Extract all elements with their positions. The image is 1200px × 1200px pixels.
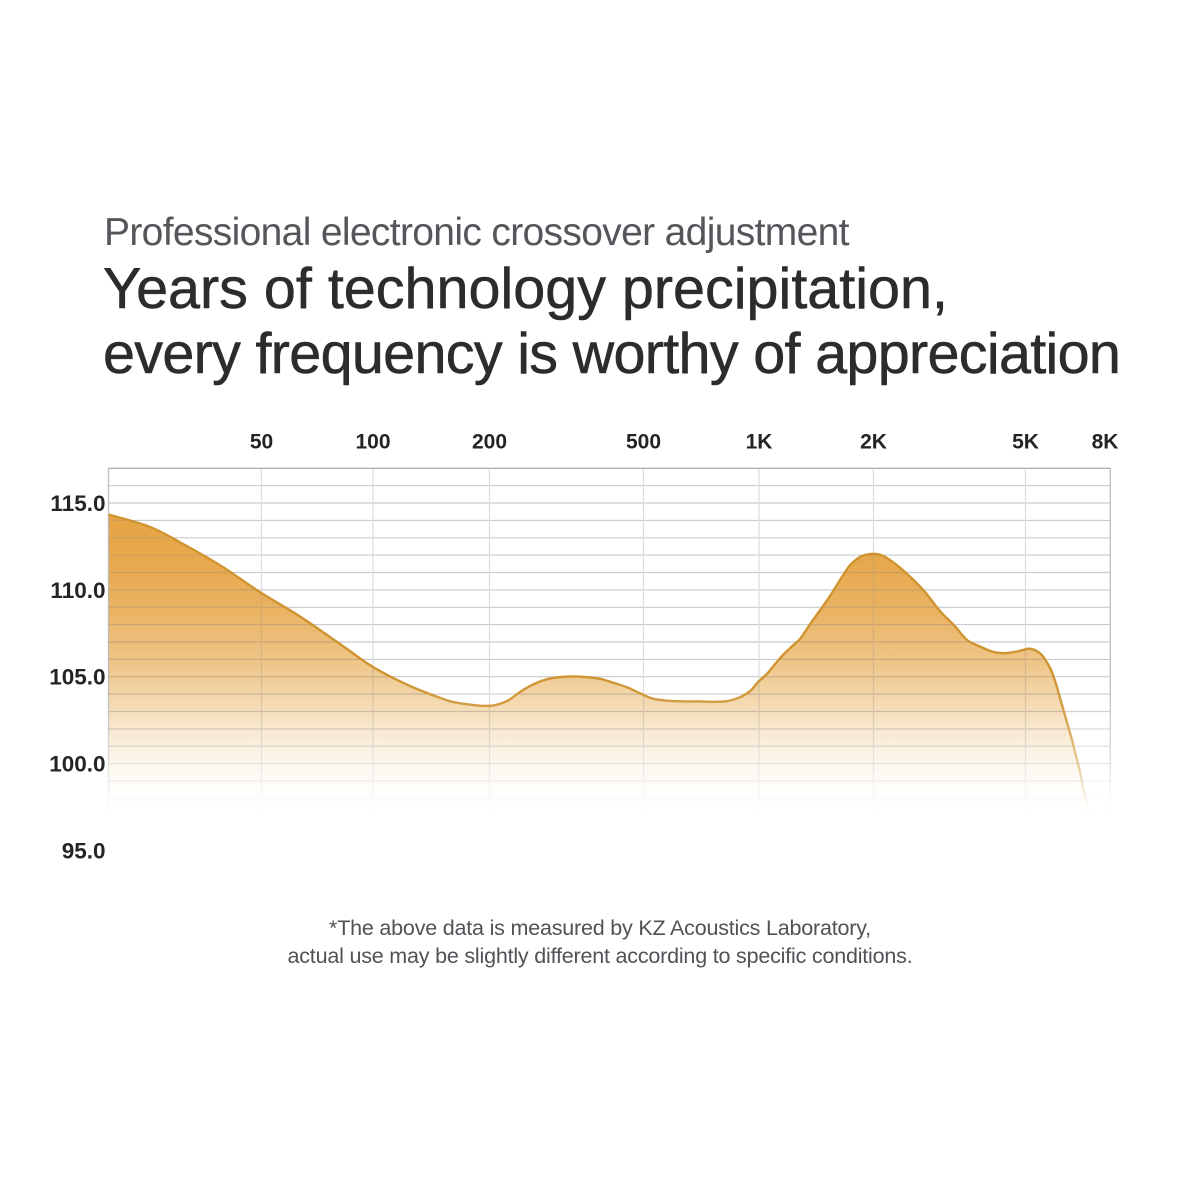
svg-text:2K: 2K xyxy=(860,430,887,453)
svg-text:500: 500 xyxy=(626,430,661,453)
svg-text:100: 100 xyxy=(355,430,390,453)
svg-text:50: 50 xyxy=(250,430,273,453)
svg-text:200: 200 xyxy=(472,430,507,453)
svg-text:105.0: 105.0 xyxy=(49,665,105,690)
svg-text:8K: 8K xyxy=(1092,430,1119,453)
svg-text:1K: 1K xyxy=(746,430,773,453)
svg-text:100.0: 100.0 xyxy=(49,752,105,777)
svg-text:95.0: 95.0 xyxy=(62,838,106,863)
svg-text:5K: 5K xyxy=(1012,430,1039,453)
svg-text:115.0: 115.0 xyxy=(50,491,105,516)
svg-text:110.0: 110.0 xyxy=(50,578,105,603)
